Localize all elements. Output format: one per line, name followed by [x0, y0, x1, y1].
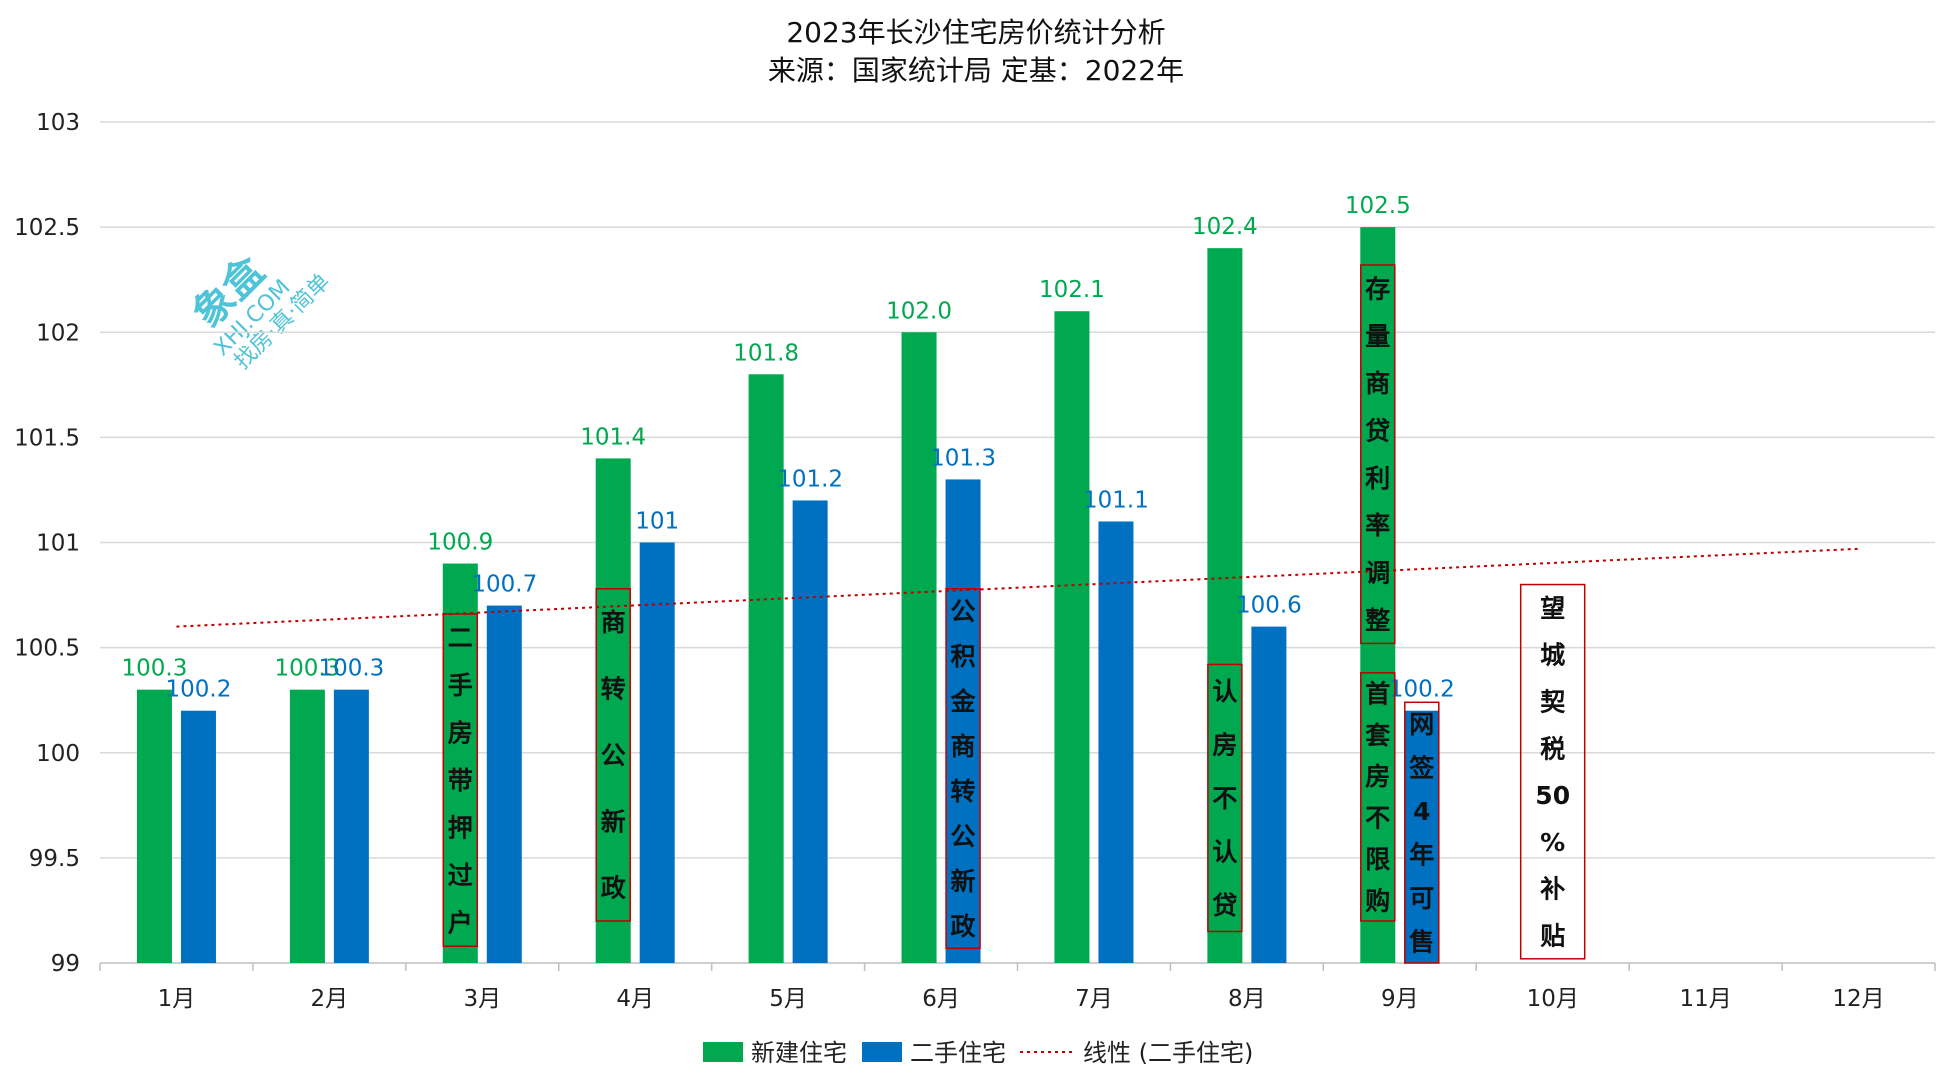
data-label-resale-home: 100.2	[166, 677, 232, 703]
annotation-text: 二手房带押过户	[448, 624, 473, 938]
y-axis: 99 99.5 100 100.5 101 101.5 102 102.5 103	[14, 110, 80, 977]
bar-resale-home	[333, 689, 369, 963]
data-label-new-home: 101.8	[733, 340, 799, 366]
annotation-box	[595, 588, 631, 922]
annotation-text: 网签 4 年可售	[1408, 710, 1435, 956]
bar-resale-home	[1404, 710, 1440, 963]
policy-annotations: 二手房带押过户 商转公新政 公积金商转公新政 认房不认贷 存量商贷利率调整首套房不限购网…	[442, 264, 1586, 964]
data-label-new-home: 102.5	[1345, 193, 1411, 219]
data-label-new-home: 100.3	[122, 656, 188, 682]
x-tick-label: 8月	[1228, 986, 1266, 1012]
legend: 新建住宅 二手住宅 线性 (二手住宅)	[703, 1039, 1253, 1067]
data-label-new-home: 102.1	[1039, 277, 1105, 303]
x-tick-label: 3月	[463, 986, 501, 1012]
x-tick-label: 5月	[769, 986, 807, 1012]
legend-swatch-resale-home	[862, 1042, 902, 1062]
y-tick-label: 102	[36, 320, 80, 346]
bar-resale-home	[639, 542, 675, 963]
y-tick-label: 101	[36, 531, 80, 557]
watermark: 象盒 XHJ.COM 找房·真·简单	[185, 247, 336, 374]
x-tick-label: 7月	[1075, 986, 1113, 1012]
x-tick-label: 11月	[1679, 986, 1731, 1012]
annotation-box	[1360, 264, 1396, 645]
data-label-resale-home: 101.3	[930, 445, 996, 471]
data-label-resale-home: 100.6	[1236, 593, 1302, 619]
data-label-new-home: 100.3	[274, 656, 340, 682]
data-label-resale-home: 101.2	[777, 466, 843, 492]
bar-resale-home	[792, 500, 828, 963]
annotation-text: 公积金商转公新政	[950, 597, 977, 941]
bar-resale-home	[486, 605, 522, 963]
bar-resale-home	[1251, 626, 1287, 963]
trendline-group	[176, 547, 1859, 628]
x-tick-label: 4月	[616, 986, 654, 1012]
x-tick-label: 2月	[311, 986, 349, 1012]
annotation-box	[1404, 701, 1440, 964]
annotation-box	[945, 588, 981, 950]
x-axis: 1月 2月 3月 4月 5月 6月 7月 8月 9月 10月 11月 12月	[99, 963, 1936, 1012]
y-tick-label: 103	[36, 110, 80, 136]
legend-label-resale-home: 二手住宅	[910, 1039, 1006, 1067]
data-labels: 100.3 100.3100.9101.4101.8102.0102.1102.4…	[122, 193, 1455, 703]
data-label-resale-home: 100.3	[318, 656, 384, 682]
x-tick-label: 9月	[1381, 986, 1419, 1012]
data-label-new-home: 100.9	[427, 530, 493, 556]
annotation-box	[1519, 583, 1586, 960]
y-tick-label: 101.5	[14, 425, 80, 451]
data-label-resale-home: 101.1	[1083, 487, 1149, 513]
bar-new-home	[1054, 311, 1090, 964]
chart-title: 2023年长沙住宅房价统计分析	[786, 16, 1165, 49]
y-tick-label: 99.5	[29, 846, 80, 872]
annotation-box	[1360, 672, 1396, 922]
bar-new-home	[442, 563, 478, 963]
x-tick-label: 12月	[1832, 986, 1884, 1012]
annotation-box	[1207, 663, 1243, 933]
x-tick-label: 6月	[922, 986, 960, 1012]
legend-swatch-new-home	[703, 1042, 743, 1062]
annotation-text: 存量商贷利率调整	[1365, 275, 1390, 635]
chart-subtitle: 来源：国家统计局 定基：2022年	[768, 54, 1184, 87]
x-tick-label: 1月	[158, 986, 196, 1012]
legend-label-trendline: 线性 (二手住宅)	[1083, 1039, 1253, 1067]
bar-resale-home	[945, 479, 981, 963]
bar-new-home	[136, 689, 172, 963]
data-label-new-home: 101.4	[580, 424, 646, 450]
trendline	[176, 547, 1859, 628]
bar-new-home	[1207, 248, 1243, 963]
bar-new-home	[1360, 227, 1396, 963]
bar-new-home	[748, 374, 784, 963]
x-tick-label: 10月	[1527, 986, 1579, 1012]
data-label-new-home: 102.0	[886, 298, 952, 324]
gridlines	[100, 121, 1935, 964]
y-tick-label: 99	[51, 951, 80, 977]
data-label-resale-home: 101	[635, 509, 679, 535]
bar-new-home	[289, 689, 325, 963]
bars	[136, 227, 1440, 964]
legend-label-new-home: 新建住宅	[751, 1039, 847, 1067]
annotation-text: 认房不认贷	[1212, 677, 1237, 920]
annotation-text: 望城契税 50 %补贴	[1535, 594, 1570, 950]
annotation-text: 首套房不限购	[1364, 680, 1391, 916]
bar-new-home	[595, 458, 631, 963]
y-tick-label: 100.5	[14, 636, 80, 662]
data-label-new-home: 102.4	[1192, 214, 1258, 240]
bar-resale-home	[1098, 521, 1134, 963]
annotation-text: 商转公新政	[601, 608, 627, 903]
data-label-resale-home: 100.7	[471, 572, 537, 598]
y-tick-label: 100	[36, 741, 80, 767]
data-label-resale-home: 100.2	[1389, 677, 1455, 703]
y-tick-label: 102.5	[14, 215, 80, 241]
bar-resale-home	[180, 710, 216, 963]
annotation-box	[442, 613, 479, 947]
bar-new-home	[901, 332, 937, 963]
